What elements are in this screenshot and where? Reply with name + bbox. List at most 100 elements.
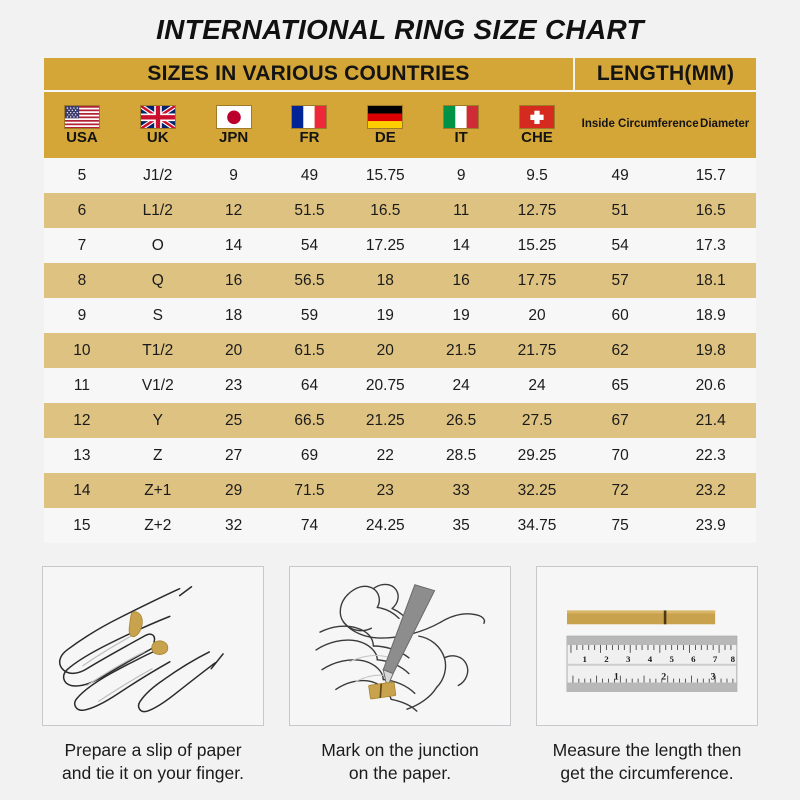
table-row: 7 O 14 54 17.25 14 15.25 54 17.3 (44, 228, 756, 263)
table-cell: 75 (611, 516, 629, 534)
table-cell: 13 (73, 446, 91, 464)
table-cell: 6 (77, 201, 87, 219)
table-cell: Z+1 (144, 481, 172, 499)
column-header-label: FR (299, 129, 320, 146)
ring-size-table: SIZES IN VARIOUS COUNTRIES LENGTH(MM) (44, 58, 756, 543)
table-cell: 20 (528, 306, 546, 324)
table-body: 5 J1/2 9 49 15.75 9 9.5 49 15.7 6 L1/2 12 51.5 16.5 11… (44, 158, 756, 543)
table-cell: 21.75 (517, 341, 557, 359)
table-cell: 17.75 (517, 271, 557, 289)
column-header-diameter: Diameter (700, 118, 750, 131)
svg-text:5: 5 (669, 654, 674, 664)
instruction-panels: Prepare a slip of paper and tie it on yo… (42, 566, 758, 786)
table-cell: 11 (453, 201, 470, 219)
table-cell: 59 (300, 306, 319, 324)
table-cell: 25 (224, 411, 243, 429)
table-cell: 27 (224, 446, 243, 464)
table-cell: Q (151, 271, 164, 289)
table-cell: 5 (77, 166, 87, 184)
table-cell: 24 (452, 376, 470, 394)
table-cell: 27.5 (521, 411, 553, 429)
table-row: 5 J1/2 9 49 15.75 9 9.5 49 15.7 (44, 158, 756, 193)
instruction-step-2: Mark on the junction on the paper. (289, 566, 511, 786)
table-cell: 60 (611, 306, 629, 324)
table-cell: 72 (611, 481, 629, 499)
table-cell: 8 (77, 271, 87, 289)
pen-icon (382, 584, 436, 698)
svg-text:6: 6 (691, 654, 696, 664)
column-header-che: CHE (499, 92, 575, 158)
svg-text:2: 2 (604, 654, 609, 664)
table-cell: 19.8 (695, 341, 726, 359)
table-cell: 26.5 (446, 411, 477, 429)
table-cell: 70 (611, 446, 629, 464)
table-header-columns: USA UK (44, 90, 756, 158)
table-row: 9 S 18 59 19 19 20 60 18.9 (44, 298, 756, 333)
flag-italy-icon (443, 105, 480, 129)
table-row: 12 Y 25 66.5 21.25 26.5 27.5 67 21.4 (44, 403, 756, 438)
table-row: 8 Q 16 56.5 18 16 17.75 57 18.1 (44, 263, 756, 298)
table-cell: L1/2 (142, 201, 173, 219)
table-cell: 24.25 (365, 516, 405, 534)
table-cell: 66.5 (294, 411, 325, 429)
column-header-usa: USA (44, 92, 120, 158)
table-cell: 24 (528, 376, 546, 394)
table-cell: 65 (611, 376, 629, 394)
instruction-caption-1: Prepare a slip of paper and tie it on yo… (62, 740, 244, 784)
table-cell: V1/2 (141, 376, 174, 394)
table-cell: 18.9 (695, 306, 726, 324)
table-cell: 16 (452, 271, 470, 289)
table-cell: 19 (376, 306, 394, 324)
column-header-length-group: Inside Circumference Diameter (575, 92, 756, 158)
table-cell: 16.5 (370, 201, 401, 219)
paper-strip-finger-2 (151, 640, 169, 655)
table-cell: 7 (77, 236, 87, 254)
table-cell: T1/2 (142, 341, 174, 359)
table-cell: 33 (452, 481, 470, 499)
table-cell: 18 (376, 271, 394, 289)
svg-text:3: 3 (711, 672, 716, 683)
flag-france-icon (291, 105, 328, 129)
table-cell: 15 (73, 516, 91, 534)
instruction-caption-2: Mark on the junction on the paper. (321, 740, 479, 784)
table-cell: 9 (77, 306, 87, 324)
table-cell: 19 (452, 306, 470, 324)
table-cell: 11 (73, 376, 90, 394)
table-cell: 20 (224, 341, 243, 359)
table-cell: 21.25 (365, 411, 405, 429)
table-row: 14 Z+1 29 71.5 23 33 32.25 72 23.2 (44, 473, 756, 508)
header-group-length: LENGTH(MM) (596, 62, 735, 85)
table-cell: 29 (224, 481, 243, 499)
table-cell: 14 (224, 236, 243, 254)
table-cell: 23.2 (695, 481, 726, 499)
svg-text:8: 8 (731, 654, 736, 664)
table-cell: 57 (611, 271, 629, 289)
column-header-label: JPN (219, 129, 249, 146)
page-title: INTERNATIONAL RING SIZE CHART (156, 14, 644, 45)
table-cell: 22.3 (695, 446, 726, 464)
table-cell: 10 (73, 341, 91, 359)
table-cell: 22 (376, 446, 394, 464)
column-header-inside-circumference: Inside Circumference (581, 118, 699, 131)
table-row: 11 V1/2 23 64 20.75 24 24 65 20.6 (44, 368, 756, 403)
hand-with-paper-strip-illustration (42, 566, 264, 726)
table-cell: 54 (300, 236, 319, 254)
flag-japan-icon (215, 105, 252, 129)
table-cell: O (151, 236, 164, 254)
table-cell: 17.25 (365, 236, 405, 254)
table-cell: 15.7 (695, 166, 726, 184)
table-row: 13 Z 27 69 22 28.5 29.25 70 22.3 (44, 438, 756, 473)
measured-paper-strip (567, 610, 716, 625)
column-header-label: UK (146, 129, 169, 146)
column-header-fr: FR (272, 92, 348, 158)
table-cell: 32 (224, 516, 243, 534)
table-cell: 20 (376, 341, 394, 359)
table-cell: 23 (224, 376, 243, 394)
table-cell: 28.5 (446, 446, 477, 464)
table-cell: 15.75 (365, 166, 405, 184)
table-cell: 16.5 (695, 201, 726, 219)
table-cell: 9 (229, 166, 238, 184)
